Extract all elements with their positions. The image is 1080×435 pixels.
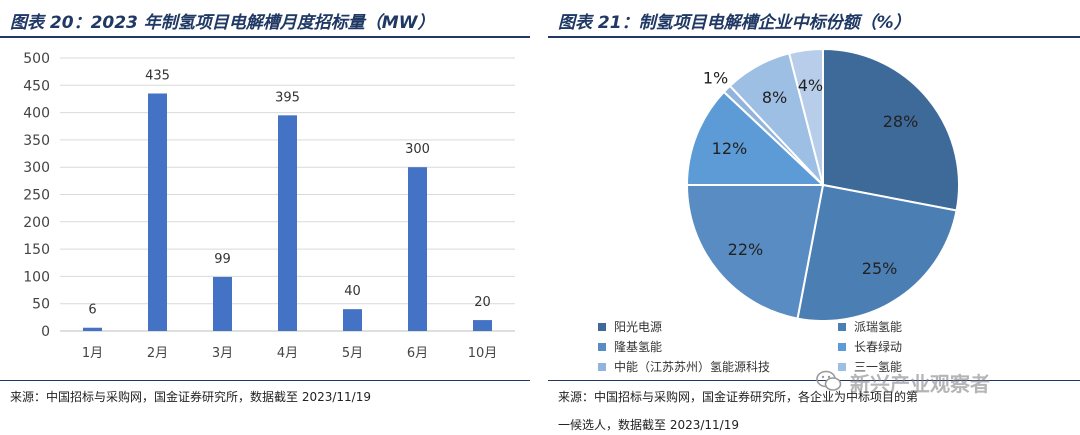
- x-tick-label: 6月: [407, 346, 428, 361]
- legend-swatch: [838, 362, 846, 371]
- bar: [408, 167, 427, 331]
- data-label: 99: [214, 252, 231, 267]
- y-tick-label: 100: [23, 269, 50, 285]
- legend-label: 隆基氢能: [614, 340, 663, 354]
- legend-item: 阳光电源: [598, 318, 838, 335]
- slice-label: 1%: [703, 69, 728, 88]
- y-tick-label: 0: [41, 324, 50, 340]
- y-tick-label: 150: [23, 242, 50, 258]
- wechat-icon: [816, 370, 842, 391]
- pie-chart-source-line1: 来源：中国招标与采购网，国金证券研究所，各企业为中标项目的第: [558, 390, 919, 404]
- bar: [343, 309, 362, 331]
- slice-label: 12%: [712, 139, 748, 158]
- pie-slice: [822, 47, 960, 212]
- pie-slice: [685, 184, 825, 320]
- slice-label: 4%: [798, 76, 823, 95]
- bar-chart-title: 图表 20：2023 年制氢项目电解槽月度招标量（MW）: [10, 13, 435, 33]
- bar: [278, 115, 297, 331]
- pie-legend: 阳光电源 派瑞氢能隆基氢能 长春绿动中能（江苏苏州）氢能源科技 三一氢能: [598, 318, 1078, 375]
- pie-chart-source-line2: 一候选人，数据截至 2023/11/19: [558, 418, 739, 432]
- slice-label: 22%: [728, 240, 764, 259]
- pie-slice: [796, 183, 958, 320]
- bar: [148, 93, 167, 332]
- legend-item: 长春绿动: [838, 338, 1078, 355]
- bar-chart-source: 来源：中国招标与采购网，国金证券研究所，数据截至 2023/11/19: [10, 390, 371, 404]
- data-label: 395: [275, 90, 300, 105]
- bar: [213, 276, 232, 331]
- legend-item: 隆基氢能: [598, 338, 838, 355]
- title-divider: [0, 36, 530, 38]
- data-label: 300: [405, 142, 430, 157]
- slice-label: 28%: [883, 112, 919, 131]
- legend-label: 派瑞氢能: [854, 320, 903, 334]
- data-label: 20: [474, 295, 491, 310]
- title-divider: [548, 36, 1080, 38]
- x-tick-label: 5月: [342, 346, 363, 361]
- pie-slice: [787, 47, 824, 186]
- y-tick-label: 350: [23, 133, 50, 149]
- bar-chart: 0 50 100 150 200 250 300 350 400 450 500 6 1月 435 2月 99…: [23, 51, 515, 361]
- x-tick-label: 3月: [212, 346, 233, 361]
- bar: [83, 327, 102, 331]
- pie-slice: [685, 90, 826, 186]
- data-label: 6: [88, 303, 96, 318]
- legend-item: 中能（江苏苏州）氢能源科技: [598, 358, 838, 375]
- y-tick-label: 200: [23, 215, 50, 231]
- legend-item: 三一氢能: [838, 358, 1078, 375]
- data-label: 40: [344, 284, 361, 299]
- x-tick-label: 10月: [468, 346, 498, 361]
- pie-chart-panel: 图表 21：制氢项目电解槽企业中标份额（%） 28% 25% 22% 12% 1% 8% 4…: [548, 0, 1080, 435]
- legend-label: 阳光电源: [614, 320, 663, 334]
- source-divider: [548, 380, 1080, 381]
- legend-swatch: [598, 342, 606, 351]
- legend-swatch: [598, 322, 606, 331]
- legend-swatch: [838, 342, 846, 351]
- y-tick-label: 400: [23, 106, 50, 122]
- y-tick-label: 300: [23, 160, 50, 176]
- legend-swatch: [838, 322, 846, 331]
- y-tick-label: 500: [23, 51, 50, 67]
- watermark: 新兴产业观察者: [850, 372, 990, 396]
- pie-chart-title: 图表 21：制氢项目电解槽企业中标份额（%）: [558, 13, 911, 33]
- y-tick-label: 450: [23, 78, 50, 94]
- slice-label: 25%: [862, 259, 898, 278]
- legend-item: 派瑞氢能: [838, 318, 1078, 335]
- y-tick-label: 50: [32, 297, 50, 313]
- source-divider: [0, 380, 530, 381]
- bar-chart-panel: 图表 20：2023 年制氢项目电解槽月度招标量（MW） 0 50 100 150 20…: [0, 0, 530, 435]
- pie-chart: 28% 25% 22% 12% 1% 8% 4%: [685, 47, 960, 320]
- bar: [473, 320, 492, 331]
- x-tick-label: 2月: [147, 346, 168, 361]
- legend-label: 三一氢能: [854, 360, 903, 374]
- y-tick-label: 250: [23, 188, 50, 204]
- x-tick-label: 4月: [277, 346, 298, 361]
- legend-swatch: [598, 362, 606, 371]
- data-label: 435: [145, 68, 170, 83]
- legend-label: 长春绿动: [854, 340, 903, 354]
- x-tick-label: 1月: [82, 346, 103, 361]
- slice-label: 8%: [762, 88, 787, 107]
- legend-label: 中能（江苏苏州）氢能源科技: [614, 360, 771, 374]
